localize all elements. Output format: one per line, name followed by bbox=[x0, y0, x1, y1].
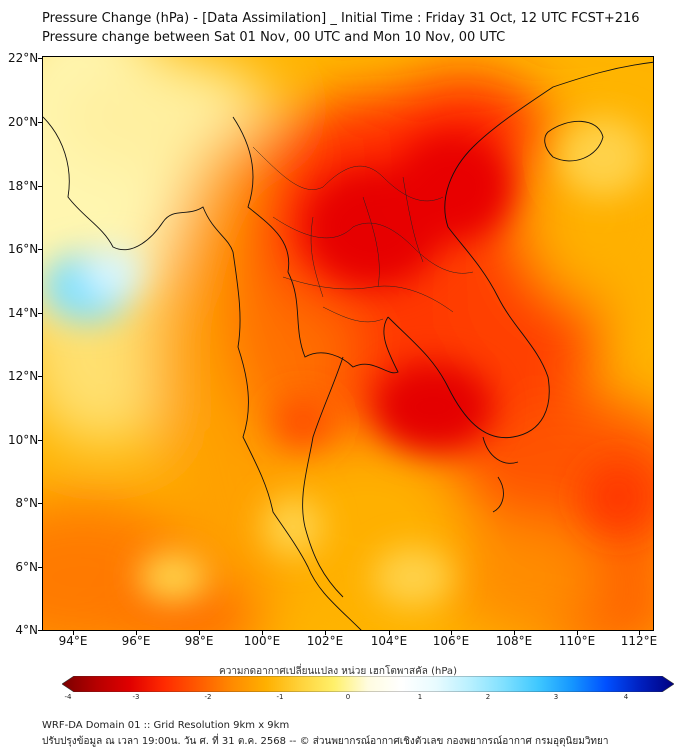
admin-borders bbox=[252, 146, 474, 323]
lon-tick bbox=[199, 631, 200, 635]
lat-tick bbox=[38, 249, 42, 250]
colorbar-label: ความกดอากาศเปลี่ยนแปลง หน่วย เฮกโตพาสคัล… bbox=[219, 666, 457, 677]
lon-label-110e: 110°E bbox=[558, 634, 596, 648]
lon-tick bbox=[325, 631, 326, 635]
colorbar-tick: -3 bbox=[132, 693, 140, 701]
chart-subtitle: Pressure change between Sat 01 Nov, 00 U… bbox=[42, 30, 506, 45]
lat-label-10n: 10°N bbox=[8, 433, 39, 447]
lat-label-8n: 8°N bbox=[15, 496, 38, 510]
lon-label-94e: 94°E bbox=[58, 634, 88, 648]
lat-label-4n: 4°N bbox=[15, 623, 38, 637]
lat-tick bbox=[38, 58, 42, 59]
colorbar-tick: 2 bbox=[485, 693, 491, 701]
pressure-field-detail bbox=[43, 117, 653, 607]
lat-label-16n: 16°N bbox=[8, 242, 39, 256]
colorbar-tick: 3 bbox=[553, 693, 559, 701]
chart-title: Pressure Change (hPa) - [Data Assimilati… bbox=[42, 11, 640, 26]
lat-tick bbox=[38, 567, 42, 568]
lon-label-104e: 104°E bbox=[370, 634, 408, 648]
lon-label-108e: 108°E bbox=[495, 634, 533, 648]
lat-label-6n: 6°N bbox=[15, 560, 38, 574]
lat-tick bbox=[38, 313, 42, 314]
lat-label-14n: 14°N bbox=[8, 306, 39, 320]
lat-label-22n: 22°N bbox=[8, 51, 39, 65]
lon-tick bbox=[389, 631, 390, 635]
lon-label-98e: 98°E bbox=[184, 634, 214, 648]
colorbar-tick: 0 bbox=[345, 693, 351, 701]
map-canvas bbox=[43, 57, 653, 630]
footer-update-credit: ปรับปรุงข้อมูล ณ เวลา 19:00น. วัน ศ. ที่… bbox=[42, 736, 609, 747]
lat-tick bbox=[38, 376, 42, 377]
lon-tick bbox=[262, 631, 263, 635]
lat-label-18n: 18°N bbox=[8, 179, 39, 193]
colorbar-tick: -2 bbox=[204, 693, 212, 701]
lat-tick bbox=[38, 440, 42, 441]
footer-model-info: WRF-DA Domain 01 :: Grid Resolution 9km … bbox=[42, 720, 290, 731]
lat-label-12n: 12°N bbox=[8, 369, 39, 383]
colorbar-tick: 1 bbox=[417, 693, 423, 701]
lon-label-106e: 106°E bbox=[432, 634, 470, 648]
colorbar bbox=[62, 676, 674, 692]
colorbar-tick: 4 bbox=[623, 693, 629, 701]
coastlines bbox=[43, 61, 653, 630]
lon-tick bbox=[73, 631, 74, 635]
lon-tick bbox=[639, 631, 640, 635]
lat-tick bbox=[38, 186, 42, 187]
lon-tick bbox=[136, 631, 137, 635]
colorbar-gradient bbox=[62, 676, 674, 692]
lon-tick bbox=[451, 631, 452, 635]
lat-tick bbox=[38, 503, 42, 504]
lon-label-100e: 100°E bbox=[243, 634, 281, 648]
lon-tick bbox=[577, 631, 578, 635]
lon-tick bbox=[514, 631, 515, 635]
pressure-change-map bbox=[42, 56, 654, 631]
colorbar-tick: -4 bbox=[64, 693, 72, 701]
lat-tick bbox=[38, 630, 42, 631]
lat-label-20n: 20°N bbox=[8, 115, 39, 129]
lon-label-112e: 112°E bbox=[620, 634, 658, 648]
lat-tick bbox=[38, 122, 42, 123]
lon-label-102e: 102°E bbox=[306, 634, 344, 648]
colorbar-tick: -1 bbox=[276, 693, 284, 701]
lon-label-96e: 96°E bbox=[121, 634, 151, 648]
